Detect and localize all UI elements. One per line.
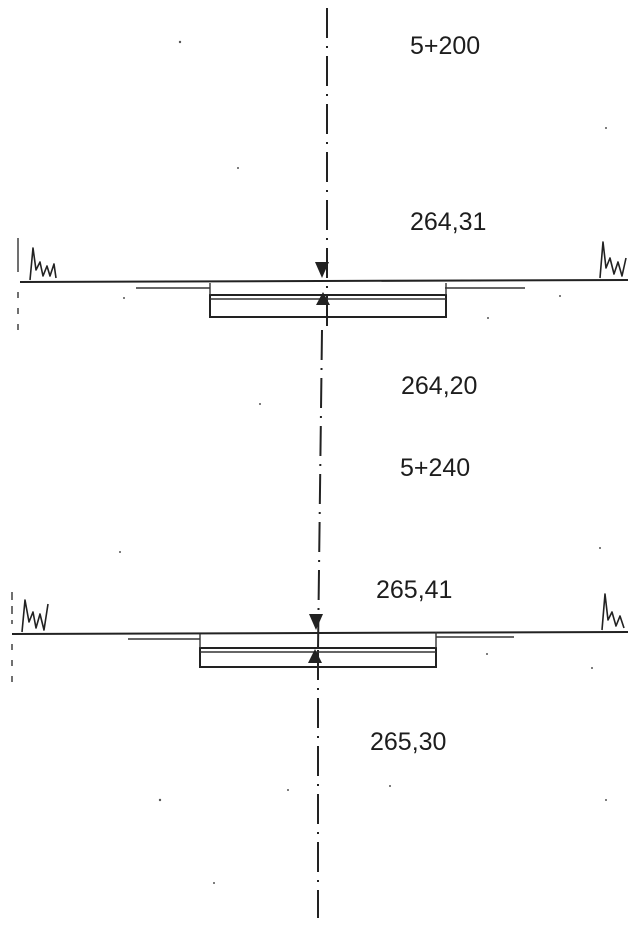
pavement-box-2 [199,647,437,668]
center-axis-middle [317,329,323,651]
grass-tuft-icon [29,247,57,281]
chainage-label-1: 5+200 [410,32,481,60]
pavement-box-1 [209,294,447,318]
section-1 [17,238,629,330]
ground-line-1 [19,279,629,283]
bottom-level-label-1: 264,20 [401,372,478,400]
top-level-label-1: 264,31 [410,208,487,236]
ground-line-2 [11,631,629,635]
section-2 [11,592,629,684]
bottom-level-label-2: 265,30 [370,728,447,756]
arrow-up-icon [316,292,330,305]
grass-tuft-icon [601,593,625,631]
scan-noise [119,40,607,884]
top-level-label-2: 265,41 [376,576,453,604]
grass-tuft-icon [21,599,49,633]
chainage-label-2: 5+240 [400,454,471,482]
arrow-down-icon [309,614,323,630]
grass-tuft-icon [599,241,627,279]
arrow-down-icon [315,262,329,278]
arrow-up-icon [308,649,322,663]
